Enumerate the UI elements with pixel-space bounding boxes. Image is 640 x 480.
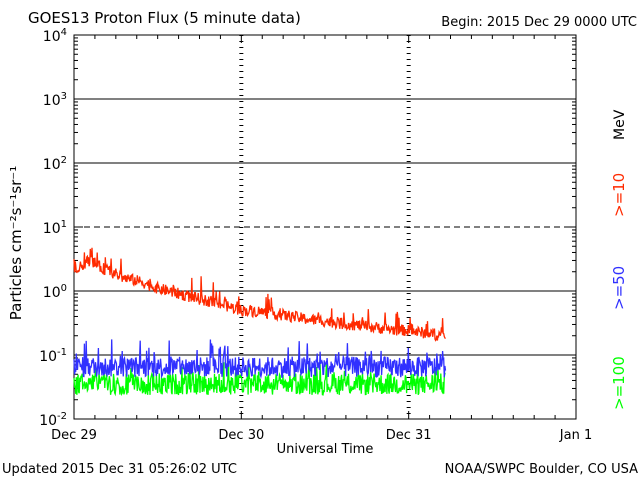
- series-line-ge50: [73, 339, 447, 380]
- legend-ge50: >=50: [610, 266, 628, 310]
- y-tick-label: 103: [43, 91, 67, 109]
- energy-unit-label: MeV: [612, 109, 628, 140]
- begin-time: Begin: 2015 Dec 29 0000 UTC: [441, 15, 637, 30]
- x-axis-label: Universal Time: [277, 442, 374, 457]
- chart-title: GOES13 Proton Flux (5 minute data): [28, 9, 301, 27]
- x-tick-label: Jan 1: [559, 428, 592, 443]
- axis-ticks: [73, 34, 577, 420]
- footer-source: NOAA/SWPC Boulder, CO USA: [445, 462, 638, 477]
- y-tick-label: 104: [43, 27, 67, 45]
- series-line-ge10: [73, 247, 446, 342]
- x-tick-label: Dec 30: [218, 428, 264, 443]
- y-axis-label: Particles cm⁻²s⁻¹sr⁻¹: [7, 166, 25, 320]
- x-tick-labels: Dec 29 Dec 30 Dec 31 Jan 1: [51, 428, 592, 443]
- y-tick-labels: 104 103 102 101 100 10-1 10-2: [39, 27, 67, 429]
- data-series: [73, 247, 447, 397]
- series-line-ge100: [73, 361, 446, 397]
- x-tick-label: Dec 29: [51, 428, 97, 443]
- legend-ge10: >=10: [610, 173, 628, 217]
- y-tick-label: 10-1: [39, 347, 67, 365]
- x-tick-label: Dec 31: [386, 428, 432, 443]
- y-tick-label: 102: [43, 155, 67, 173]
- grid-lines: [74, 35, 576, 419]
- y-tick-label: 101: [43, 219, 67, 237]
- footer-updated: Updated 2015 Dec 31 05:26:02 UTC: [2, 462, 237, 477]
- y-tick-label: 10-2: [39, 411, 67, 429]
- y-tick-label: 100: [43, 283, 67, 301]
- legend-ge100: >=100: [610, 356, 628, 410]
